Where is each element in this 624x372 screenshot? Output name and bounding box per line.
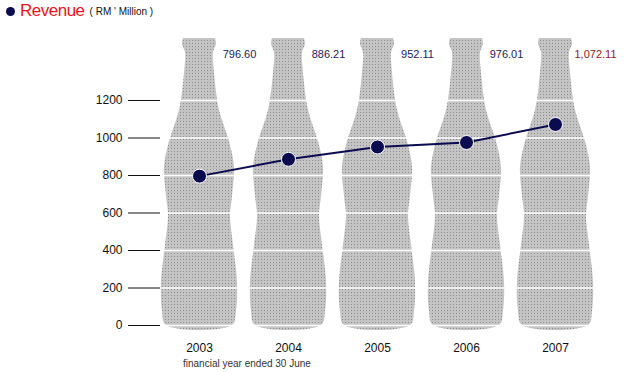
svg-text:976.01: 976.01 — [490, 48, 524, 60]
svg-text:400: 400 — [102, 243, 122, 257]
html-text:financial year ended 30 June: financial year ended 30 June — [183, 358, 311, 369]
svg-text:2003: 2003 — [186, 341, 213, 355]
svg-text:600: 600 — [102, 206, 122, 220]
svg-text:2004: 2004 — [275, 341, 302, 355]
svg-text:1000: 1000 — [96, 131, 123, 145]
svg-text:796.60: 796.60 — [223, 48, 257, 60]
svg-text:800: 800 — [102, 168, 122, 182]
svg-text:2007: 2007 — [542, 341, 569, 355]
svg-text:952.11: 952.11 — [401, 48, 434, 60]
svg-text:2006: 2006 — [453, 341, 480, 355]
svg-text:886.21: 886.21 — [312, 48, 346, 60]
svg-text:1200: 1200 — [96, 93, 123, 107]
svg-text:200: 200 — [102, 281, 122, 295]
svg-text:2005: 2005 — [364, 341, 391, 355]
svg-text:1,072.11: 1,072.11 — [574, 48, 616, 60]
html-text:Revenue ( RM ' Million ): Revenue ( RM ' Million ) — [20, 1, 154, 20]
svg-text:0: 0 — [116, 318, 123, 332]
